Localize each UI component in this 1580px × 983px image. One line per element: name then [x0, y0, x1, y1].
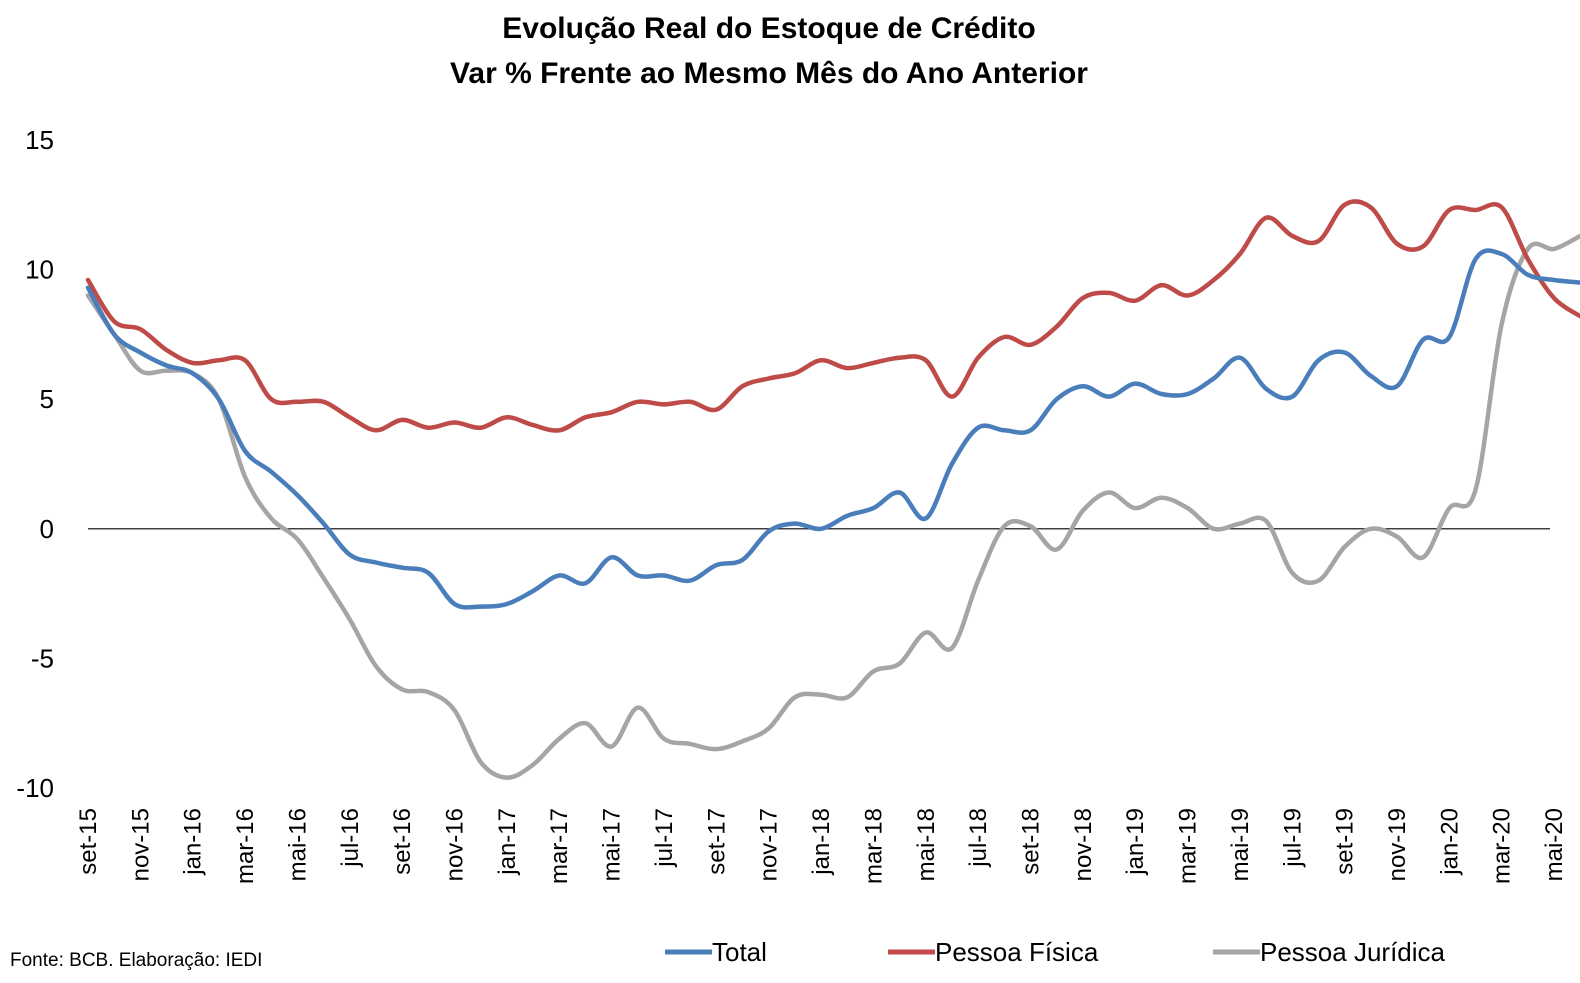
y-axis-ticks: 15 10 5 0 -5 -10 — [16, 125, 54, 803]
x-tick-label: nov-17 — [756, 808, 783, 881]
x-tick-label: jul-18 — [965, 808, 992, 868]
y-tick-label: 5 — [40, 384, 54, 414]
y-tick-label: 15 — [25, 125, 54, 155]
series-lines — [85, 199, 1580, 780]
y-tick-label: -5 — [31, 643, 54, 673]
chart-subtitle: Var % Frente ao Mesmo Mês do Ano Anterio… — [450, 57, 1088, 90]
y-tick-label: -10 — [16, 773, 54, 803]
x-tick-label: mar-20 — [1489, 808, 1516, 884]
x-tick-label: jan-20 — [1436, 808, 1463, 876]
x-tick-label: mar-17 — [546, 808, 573, 884]
legend-label-pessoa-fisica: Pessoa Física — [935, 937, 1099, 967]
x-tick-label: mar-16 — [232, 808, 259, 884]
source-note: Fonte: BCB. Elaboração: IEDI — [10, 950, 263, 971]
x-tick-label: jan-18 — [808, 808, 835, 876]
x-tick-label: mai-17 — [599, 808, 626, 881]
x-tick-label: nov-16 — [442, 808, 469, 881]
x-tick-label: nov-18 — [1070, 808, 1097, 881]
legend: Total Pessoa Física Pessoa Jurídica — [665, 937, 1446, 967]
x-tick-label: mai-16 — [284, 808, 311, 881]
series-line-pessoa-juridica — [85, 233, 1580, 780]
legend-label-total: Total — [712, 937, 767, 967]
x-tick-label: nov-19 — [1384, 808, 1411, 881]
x-tick-label: mar-19 — [1175, 808, 1202, 884]
x-tick-label: jan-17 — [494, 808, 521, 876]
x-tick-label: nov-15 — [127, 808, 154, 881]
y-tick-label: 0 — [40, 514, 54, 544]
x-tick-label: set-17 — [703, 808, 730, 875]
x-tick-label: mai-19 — [1227, 808, 1254, 881]
x-tick-label: set-18 — [1017, 808, 1044, 875]
x-tick-label: mar-18 — [860, 808, 887, 884]
x-tick-label: mai-18 — [913, 808, 940, 881]
series-line-total — [85, 248, 1580, 610]
x-tick-label: jan-16 — [180, 808, 207, 876]
series-line-pessoa-fisica — [85, 199, 1580, 433]
x-tick-label: jul-16 — [337, 808, 364, 868]
x-tick-label: jan-19 — [1122, 808, 1149, 876]
x-tick-label: set-19 — [1332, 808, 1359, 875]
x-tick-label: jul-17 — [651, 808, 678, 868]
y-tick-label: 10 — [25, 255, 54, 285]
x-tick-label: jul-19 — [1279, 808, 1306, 868]
legend-label-pessoa-juridica: Pessoa Jurídica — [1260, 937, 1446, 967]
x-axis-ticks: set-15 nov-15 jan-16 mar-16 mai-16 jul-16 set-… — [75, 808, 1568, 884]
x-tick-label: mai-20 — [1541, 808, 1568, 881]
x-tick-label: set-15 — [75, 808, 102, 875]
chart-title: Evolução Real do Estoque de Crédito — [502, 12, 1035, 45]
x-tick-label: set-16 — [389, 808, 416, 875]
